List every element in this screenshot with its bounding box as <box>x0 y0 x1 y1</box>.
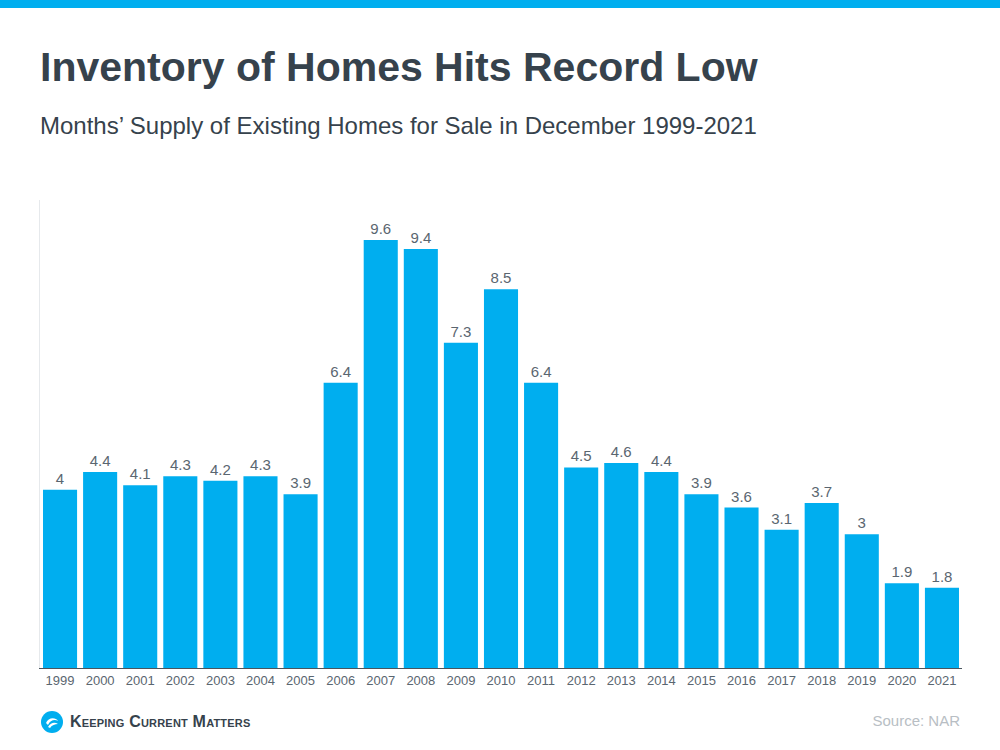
svg-text:2007: 2007 <box>366 673 395 688</box>
svg-text:4.4: 4.4 <box>651 452 672 469</box>
svg-text:2011: 2011 <box>527 673 555 688</box>
svg-text:3.9: 3.9 <box>290 474 311 491</box>
svg-text:9.6: 9.6 <box>370 220 391 237</box>
html-text:Source: NAR: Source: NAR <box>872 712 960 729</box>
html-text:Months’ Supply of Existing Hom: Months’ Supply of Existing Homes for Sal… <box>40 112 757 139</box>
svg-text:4: 4 <box>56 470 64 487</box>
svg-text:2017: 2017 <box>767 673 796 688</box>
svg-text:1.8: 1.8 <box>932 568 953 585</box>
svg-text:2005: 2005 <box>286 673 315 688</box>
html-text:Inventory of Homes Hits Record: Inventory of Homes Hits Record Low <box>40 44 758 90</box>
svg-text:4.1: 4.1 <box>130 465 151 482</box>
svg-text:1999: 1999 <box>46 673 75 688</box>
svg-text:2020: 2020 <box>887 673 916 688</box>
svg-text:2009: 2009 <box>446 673 475 688</box>
svg-text:2006: 2006 <box>326 673 355 688</box>
svg-text:1.9: 1.9 <box>891 563 912 580</box>
svg-text:2012: 2012 <box>567 673 596 688</box>
svg-text:7.3: 7.3 <box>450 323 471 340</box>
svg-text:4.3: 4.3 <box>170 456 191 473</box>
svg-text:4.6: 4.6 <box>611 443 632 460</box>
svg-text:2008: 2008 <box>406 673 435 688</box>
svg-text:2021: 2021 <box>927 673 956 688</box>
svg-text:4.4: 4.4 <box>90 452 111 469</box>
svg-text:3.7: 3.7 <box>811 483 832 500</box>
svg-text:3.6: 3.6 <box>731 488 752 505</box>
svg-text:3: 3 <box>858 514 866 531</box>
svg-text:8.5: 8.5 <box>491 269 512 286</box>
svg-text:2013: 2013 <box>607 673 636 688</box>
html-text:Keeping Current Matters: Keeping Current Matters <box>70 713 251 730</box>
svg-text:2016: 2016 <box>727 673 756 688</box>
svg-text:4.3: 4.3 <box>250 456 271 473</box>
svg-text:2003: 2003 <box>206 673 235 688</box>
svg-text:2018: 2018 <box>807 673 836 688</box>
svg-text:2004: 2004 <box>246 673 275 688</box>
svg-text:2015: 2015 <box>687 673 716 688</box>
svg-text:4.2: 4.2 <box>210 461 231 478</box>
svg-text:6.4: 6.4 <box>330 363 351 380</box>
svg-text:2019: 2019 <box>847 673 876 688</box>
svg-text:2010: 2010 <box>487 673 516 688</box>
svg-text:3.1: 3.1 <box>771 510 792 527</box>
svg-text:2000: 2000 <box>86 673 115 688</box>
svg-text:4.5: 4.5 <box>571 447 592 464</box>
svg-text:3.9: 3.9 <box>691 474 712 491</box>
svg-text:2014: 2014 <box>647 673 676 688</box>
svg-text:9.4: 9.4 <box>410 229 431 246</box>
svg-text:2002: 2002 <box>166 673 195 688</box>
svg-text:6.4: 6.4 <box>531 363 552 380</box>
svg-text:2001: 2001 <box>126 673 155 688</box>
